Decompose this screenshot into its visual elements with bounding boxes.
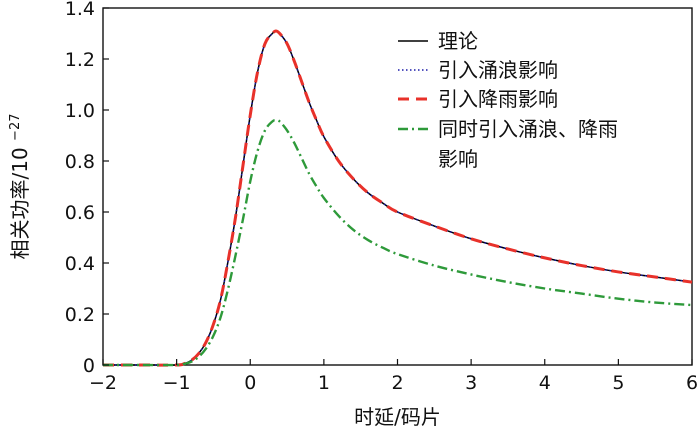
- x-tick-label: 5: [612, 372, 624, 394]
- plot-frame: [102, 7, 693, 366]
- series-line-1: [103, 30, 693, 366]
- series-line-3: [103, 29, 693, 367]
- series-line-2: [103, 30, 693, 366]
- x-tick-label: 0: [244, 372, 256, 394]
- y-axis-title: 相关功率/10 −27: [8, 114, 32, 260]
- x-tick-label: −1: [163, 372, 191, 394]
- y-tick-label: 0.2: [65, 304, 95, 326]
- y-axis-title-main: 相关功率/10: [8, 147, 32, 259]
- legend-label-4: 影响: [438, 147, 478, 171]
- legend-label-1: 理论: [438, 29, 478, 53]
- axes: [102, 7, 693, 366]
- y-tick-label: 0.8: [65, 151, 95, 173]
- x-tick-label: 4: [539, 372, 551, 394]
- y-axis-title-exponent: −27: [8, 114, 23, 141]
- y-tick-label: 1.2: [65, 49, 95, 71]
- curves: [103, 29, 693, 367]
- y-tick-label: 0.4: [65, 253, 95, 275]
- y-tick-label: 0.6: [65, 202, 95, 224]
- x-tick-label: 1: [318, 372, 330, 394]
- ticks: −2 −1 0 1 2 3 4 5 6 0 0.2 0.4 0.6 0.8 1.0 1.2 1.4: [65, 0, 698, 394]
- y-tick-label: 1.0: [65, 100, 95, 122]
- legend-label-4: 同时引入涌浪、降雨: [438, 117, 618, 141]
- y-tick-label: 0: [83, 355, 95, 377]
- series-line-4: [103, 118, 693, 367]
- legend-label-2: 引入涌浪影响: [438, 58, 558, 82]
- y-tick-label: 1.4: [65, 0, 95, 20]
- x-axis-title: 时延/码片: [354, 405, 441, 429]
- x-tick-label: 2: [391, 372, 403, 394]
- x-tick-label: −2: [89, 372, 117, 394]
- x-tick-label: 6: [686, 372, 698, 394]
- x-tick-label: 3: [465, 372, 477, 394]
- legend-label-3: 引入降雨影响: [438, 87, 558, 111]
